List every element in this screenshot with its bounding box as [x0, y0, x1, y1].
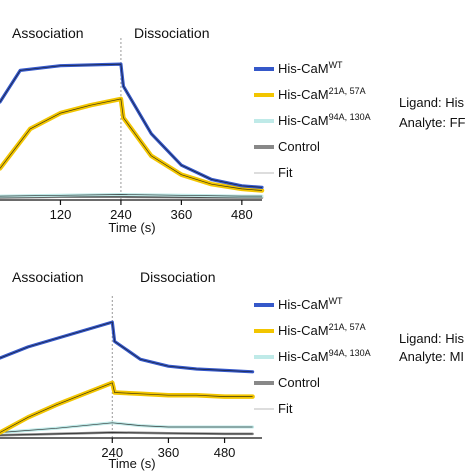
fit-line	[0, 63, 263, 188]
legend-label: His-CaM94A, 130A	[278, 112, 371, 128]
fit-line	[0, 321, 253, 373]
annotation-label: Ligand: His	[399, 95, 465, 110]
x-tick-label: 120	[50, 207, 72, 222]
legend-label: His-CaMWT	[278, 296, 343, 312]
x-tick-label: 240	[110, 207, 132, 222]
legend-label: Fit	[278, 165, 293, 180]
fit-line	[0, 382, 253, 433]
x-tick-label: 240	[101, 445, 123, 460]
fit-line	[0, 432, 253, 436]
x-tick-label: 480	[214, 445, 236, 460]
fit-line	[0, 422, 253, 433]
x-axis-title: Time (s)	[108, 456, 155, 471]
legend-label: Control	[278, 375, 320, 390]
phase-label: Dissociation	[134, 25, 209, 41]
series-line	[0, 96, 265, 193]
legend-label: His-CaMWT	[278, 60, 343, 76]
legend-label: His-CaM21A, 57A	[278, 322, 366, 338]
phase-label: Association	[12, 25, 84, 41]
series-line	[0, 320, 255, 374]
x-tick-label: 360	[171, 207, 193, 222]
fit-line	[0, 98, 263, 191]
annotation-label: Analyte: FF	[399, 115, 466, 130]
annotation-label: Ligand: His	[399, 331, 465, 346]
chart-panel-2: Association Dissociation 240 360 480 Time (s)…	[0, 269, 465, 471]
x-tick-label: 480	[231, 207, 253, 222]
legend-label: Fit	[278, 401, 293, 416]
phase-label: Association	[12, 269, 84, 285]
legend-label: Control	[278, 139, 320, 154]
fit-line	[0, 194, 262, 197]
phase-label: Dissociation	[140, 269, 215, 285]
chart-panel-1: Association Dissociation 120 240 360 480 Time …	[0, 25, 466, 235]
x-tick-label: 360	[158, 445, 180, 460]
x-axis-title: Time (s)	[108, 220, 155, 235]
legend-label: His-CaM94A, 130A	[278, 348, 371, 364]
legend-label: His-CaM21A, 57A	[278, 86, 366, 102]
annotation-label: Analyte: MI	[399, 349, 464, 364]
